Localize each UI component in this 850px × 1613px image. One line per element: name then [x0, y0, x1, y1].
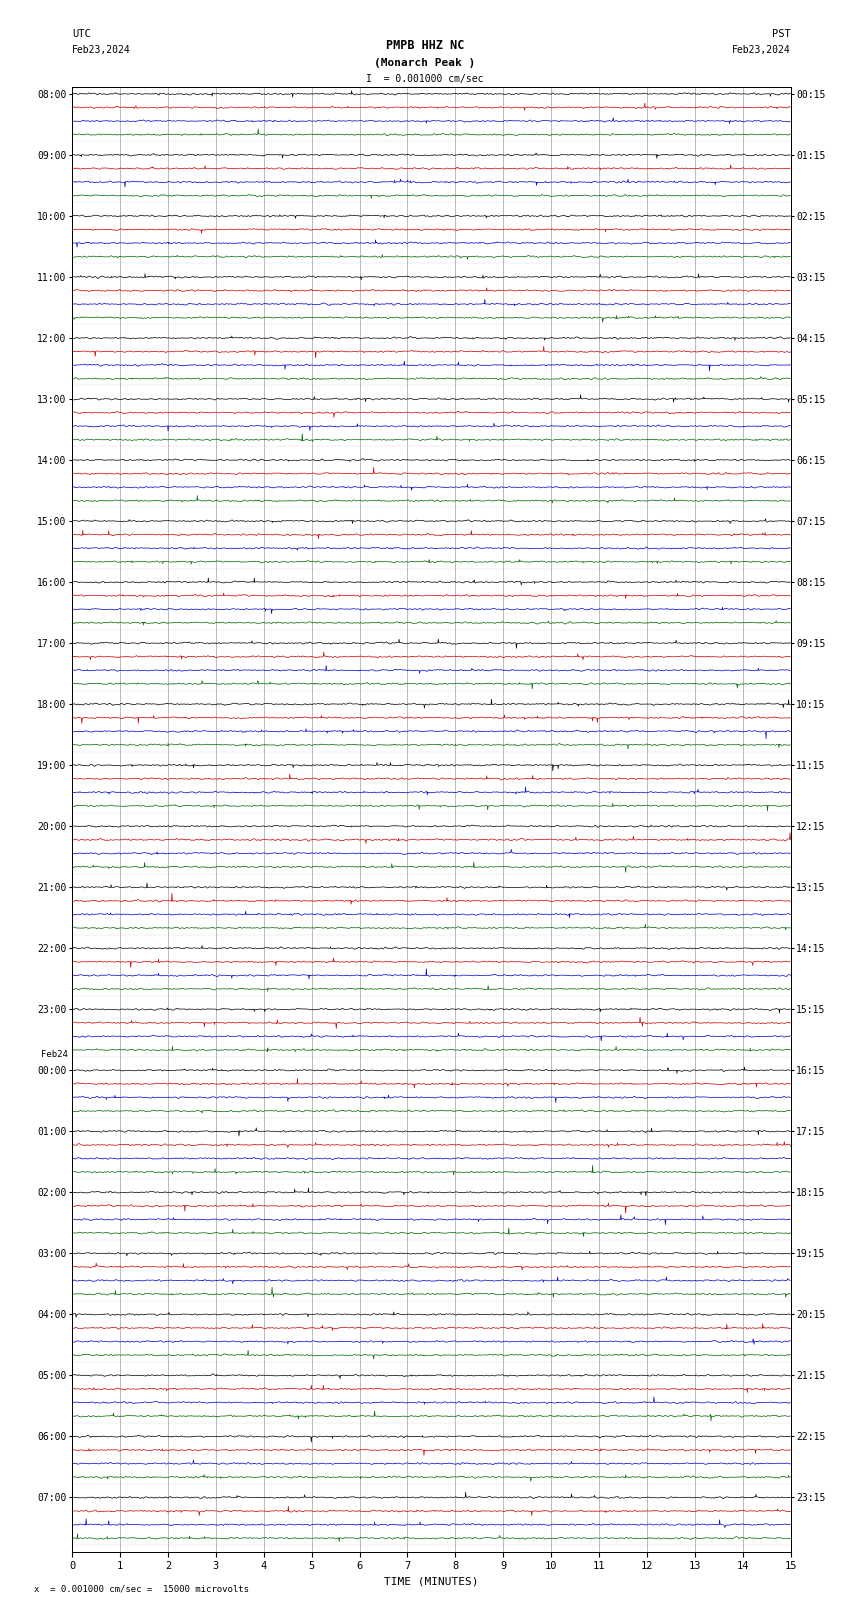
Text: I  = 0.001000 cm/sec: I = 0.001000 cm/sec — [366, 74, 484, 84]
Text: x  = 0.001000 cm/sec =  15000 microvolts: x = 0.001000 cm/sec = 15000 microvolts — [34, 1584, 249, 1594]
Text: Feb24: Feb24 — [41, 1050, 68, 1060]
Text: Feb23,2024: Feb23,2024 — [72, 45, 131, 55]
Text: Feb23,2024: Feb23,2024 — [732, 45, 791, 55]
Text: UTC: UTC — [72, 29, 91, 39]
Text: (Monarch Peak ): (Monarch Peak ) — [374, 58, 476, 68]
Text: PST: PST — [772, 29, 791, 39]
Text: PMPB HHZ NC: PMPB HHZ NC — [386, 39, 464, 52]
X-axis label: TIME (MINUTES): TIME (MINUTES) — [384, 1578, 479, 1587]
